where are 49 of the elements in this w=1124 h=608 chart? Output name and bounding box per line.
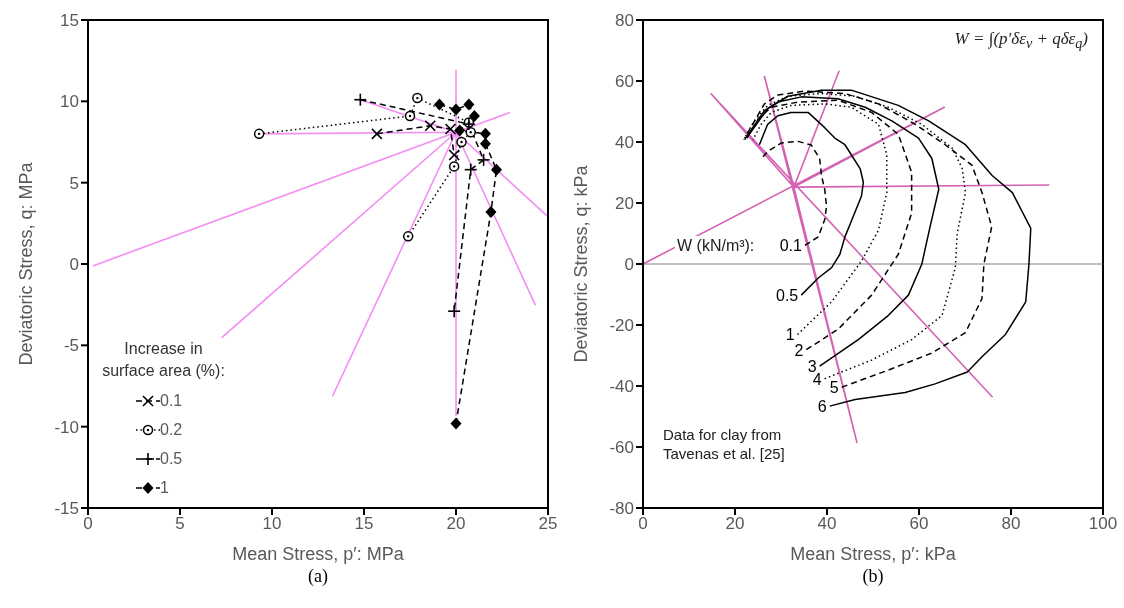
y-tick-label: -20 [609, 316, 634, 336]
annotation: W (kN/m³): [675, 236, 757, 256]
legend-label: 0.1 [160, 391, 183, 410]
legend-label: 0.2 [160, 420, 183, 439]
y-tick-label: -60 [609, 438, 634, 458]
x-tick-label: 5 [175, 514, 185, 534]
x-tick-label: 40 [817, 514, 837, 534]
y-tick-label: 15 [60, 11, 79, 31]
x-tick-label: 0 [638, 514, 648, 534]
legend-label: 1 [160, 478, 169, 497]
legend-title: Increase in surface area (%): [101, 339, 226, 381]
series-label: 1 [785, 326, 795, 344]
x-axis-title: Mean Stress, p′: kPa [790, 544, 957, 564]
series-label: 0.1 [779, 237, 803, 255]
x-tick-label: 60 [909, 514, 929, 534]
x-tick-label: 20 [446, 514, 466, 534]
series-label: 5 [829, 379, 839, 397]
text: (a) [307, 566, 329, 587]
y-axis-title: Deviatoric Stress, q: kPa [571, 164, 592, 363]
x-tick-label: 100 [1088, 514, 1118, 534]
x-tick-label: 20 [725, 514, 745, 534]
x-tick-label: 15 [354, 514, 374, 534]
y-tick-label: -80 [609, 499, 634, 519]
y-tick-label: 80 [615, 11, 634, 31]
annotation: Data for clay from Tavenas et al. [25] [663, 426, 786, 464]
y-tick-label: -40 [609, 377, 634, 397]
annotation: W = ∫(p′δε$_{v}$ + qδε$_{q}$) [954, 28, 1088, 54]
x-tick-label: 0 [83, 514, 93, 534]
y-tick-label: 40 [615, 133, 634, 153]
y-tick-label: 20 [615, 194, 634, 214]
x-tick-label: 80 [1001, 514, 1021, 534]
y-tick-label: 10 [60, 92, 79, 112]
y-tick-label: -10 [54, 417, 79, 437]
series-label: 6 [817, 398, 827, 416]
x-tick-label: 10 [262, 514, 282, 534]
series-label: 0.5 [775, 287, 799, 305]
text: (b) [861, 566, 885, 587]
x-axis-title: Mean Stress, p′: MPa [232, 544, 405, 564]
legend-label: 0.5 [160, 449, 183, 468]
series-label: 3 [807, 358, 817, 376]
y-tick-label: -5 [63, 336, 79, 356]
series-label: 2 [794, 341, 804, 359]
y-tick-label: 0 [69, 255, 79, 275]
y-axis-title: Deviatoric Stress, q: MPa [16, 161, 37, 366]
y-tick-label: -15 [54, 499, 79, 519]
x-tick-label: 25 [538, 514, 558, 534]
y-tick-label: 60 [615, 72, 634, 92]
y-tick-label: 0 [624, 255, 634, 275]
y-tick-label: 5 [69, 173, 79, 193]
